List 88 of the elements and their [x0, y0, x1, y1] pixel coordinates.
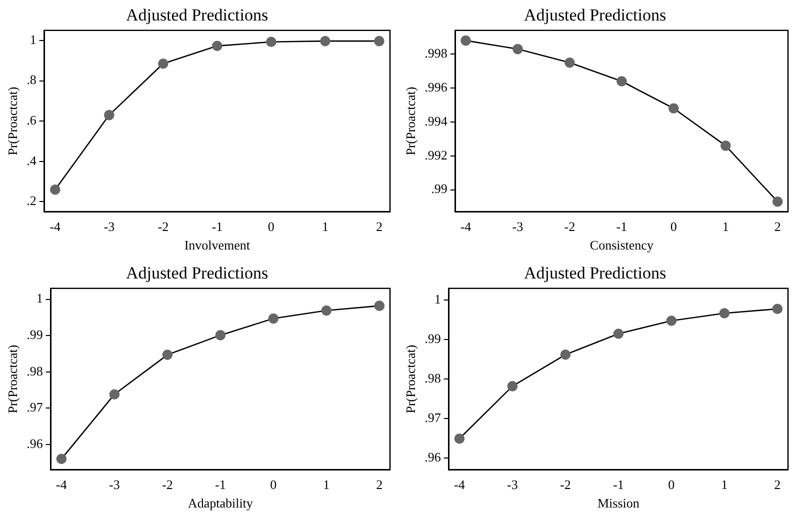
point	[666, 316, 677, 326]
x-tick-label: -1	[616, 219, 628, 234]
chart-title: Adjusted Predictions	[126, 6, 268, 25]
point	[266, 36, 276, 48]
x-tick-label: -3	[512, 219, 524, 234]
chart-title: Adjusted Predictions	[126, 264, 268, 283]
point	[772, 196, 783, 207]
x-tick-label: -4	[56, 477, 68, 492]
point	[560, 350, 571, 360]
y-tick-label: 1	[36, 290, 43, 306]
x-tick-label: -3	[507, 477, 518, 492]
y-axis-title: Pr(Proactcat)	[403, 86, 418, 156]
x-tick-label: 2	[774, 219, 781, 234]
x-tick-label: -3	[104, 219, 115, 234]
x-tick-label: 1	[322, 219, 328, 234]
y-tick-label: .99	[424, 331, 441, 346]
x-tick-label: -3	[109, 477, 120, 492]
point	[56, 454, 67, 464]
point	[564, 57, 575, 68]
point	[215, 330, 226, 340]
y-tick-label: .98	[26, 363, 43, 378]
y-tick-label: .996	[424, 79, 448, 94]
point	[616, 76, 627, 86]
x-tick-label: 0	[670, 219, 677, 234]
point	[613, 328, 624, 339]
x-tick-label: 0	[268, 219, 274, 234]
x-tick-label: 1	[722, 219, 729, 234]
y-axis-title: Pr(Proactcat)	[5, 86, 20, 156]
y-tick-label: .998	[424, 46, 448, 61]
point	[720, 140, 731, 151]
point	[454, 433, 465, 444]
point	[50, 184, 60, 195]
chart-title: Adjusted Predictions	[524, 264, 666, 283]
x-tick-label: 0	[270, 477, 277, 492]
y-tick-label: .6	[26, 112, 37, 128]
y-axis-title: Pr(Proactcat)	[403, 344, 418, 414]
y-tick-label: .97	[424, 410, 442, 425]
y-tick-label: .994	[424, 113, 448, 128]
point	[158, 58, 168, 69]
y-tick-label: 1	[434, 292, 441, 307]
point	[104, 110, 114, 120]
x-axis-title: Involvement	[184, 238, 250, 253]
point	[162, 350, 173, 360]
x-tick-label: -1	[215, 477, 226, 492]
point	[772, 304, 783, 314]
x-tick-label: 2	[376, 477, 383, 492]
y-tick-label: .99	[431, 181, 448, 196]
x-tick-label: 1	[721, 477, 728, 492]
x-tick-label: 2	[774, 477, 781, 492]
point	[321, 305, 332, 316]
x-tick-label: -1	[212, 219, 223, 234]
y-tick-label: .2	[26, 193, 36, 208]
y-tick-label: .98	[424, 370, 441, 386]
x-axis-title: Consistency	[590, 238, 654, 253]
chart-title: Adjusted Predictions	[524, 6, 666, 25]
y-tick-label: 1	[30, 32, 36, 47]
y-tick-label: .99	[26, 326, 43, 342]
y-tick-label: .97	[26, 400, 44, 415]
point	[374, 36, 384, 46]
point	[320, 36, 330, 46]
point	[512, 44, 523, 54]
x-tick-label: 1	[323, 477, 330, 492]
x-tick-label: -2	[158, 219, 169, 234]
point	[374, 300, 385, 311]
point	[212, 40, 222, 52]
point	[109, 389, 120, 400]
y-tick-label: .4	[26, 152, 37, 168]
y-axis-title: Pr(Proactcat)	[5, 344, 20, 414]
x-tick-label: -2	[564, 219, 576, 234]
x-tick-label: 0	[668, 477, 675, 492]
x-tick-label: -4	[454, 477, 466, 492]
x-tick-label: 2	[376, 219, 382, 234]
x-tick-label: -2	[560, 477, 571, 492]
y-tick-label: .8	[26, 72, 36, 88]
point	[507, 381, 518, 392]
point	[268, 313, 279, 324]
point	[668, 103, 679, 114]
x-tick-label: -4	[50, 219, 62, 234]
point	[719, 308, 730, 318]
x-axis-title: Mission	[597, 496, 640, 511]
y-tick-label: .992	[424, 147, 448, 162]
x-tick-label: -1	[613, 477, 624, 492]
point	[460, 35, 471, 46]
y-tick-label: .96	[424, 449, 442, 464]
x-tick-label: -2	[162, 477, 173, 492]
x-tick-label: -4	[460, 219, 472, 234]
y-tick-label: .96	[26, 436, 44, 451]
x-axis-title: Adaptability	[188, 496, 254, 511]
